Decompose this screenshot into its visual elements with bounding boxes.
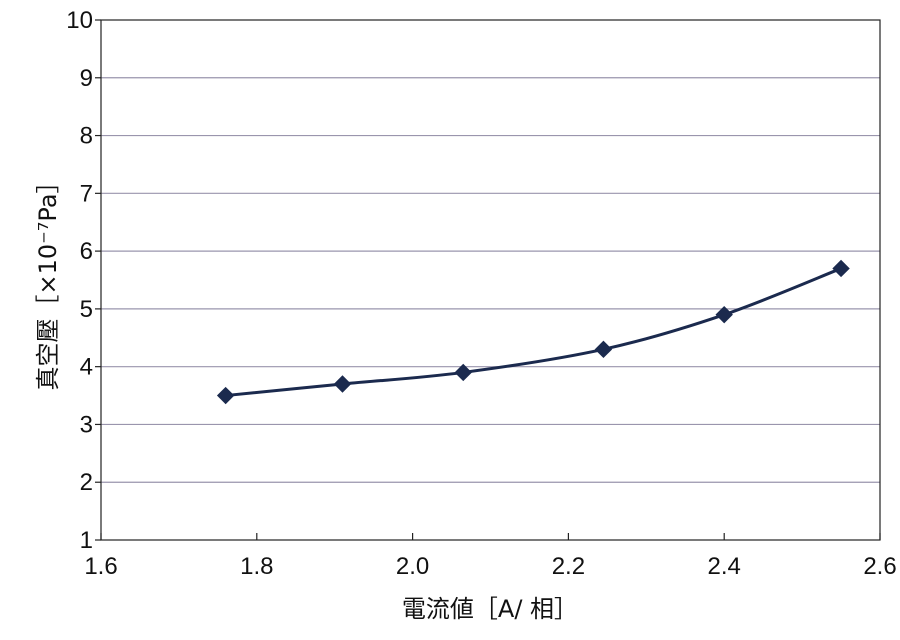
data-point-marker <box>715 305 733 324</box>
y-tick-label: 2 <box>80 469 93 496</box>
data-point-marker <box>832 259 850 278</box>
data-point-marker <box>454 363 472 382</box>
y-tick-label: 1 <box>80 527 93 554</box>
x-tick-label: 2.2 <box>552 553 585 580</box>
series-line <box>225 267 842 398</box>
y-tick-label: 9 <box>80 65 93 92</box>
y-tick-label: 8 <box>80 123 93 150</box>
x-tick-label: 2.4 <box>708 553 741 580</box>
y-tick-label: 10 <box>66 7 93 34</box>
x-tick-label: 2.0 <box>396 553 429 580</box>
axis-ticks: 1 2 3 4 5 6 7 8 9 10 1.6 1.8 2.0 2.2 2.4 2.6 <box>66 7 896 580</box>
plot-frame <box>100 19 881 541</box>
x-tick-label: 1.8 <box>240 553 273 580</box>
x-tick-label: 2.6 <box>863 553 896 580</box>
data-point-marker <box>216 386 235 405</box>
y-tick-label: 5 <box>80 296 93 323</box>
x-axis-title: 電流値［A/ 相］ <box>402 595 578 623</box>
data-point-marker <box>333 375 352 393</box>
y-tick-label: 7 <box>80 180 93 207</box>
data-point-marker <box>594 340 613 359</box>
x-tick-label: 1.6 <box>84 553 117 580</box>
y-tick-label: 4 <box>80 354 93 381</box>
y-tick-label: 6 <box>80 238 93 265</box>
series-1 <box>216 259 850 405</box>
y-tick-label: 3 <box>80 411 93 438</box>
y-axis-title: 真空壓［×10⁻⁷Pa］ <box>34 169 62 390</box>
grid-lines <box>101 77 880 483</box>
